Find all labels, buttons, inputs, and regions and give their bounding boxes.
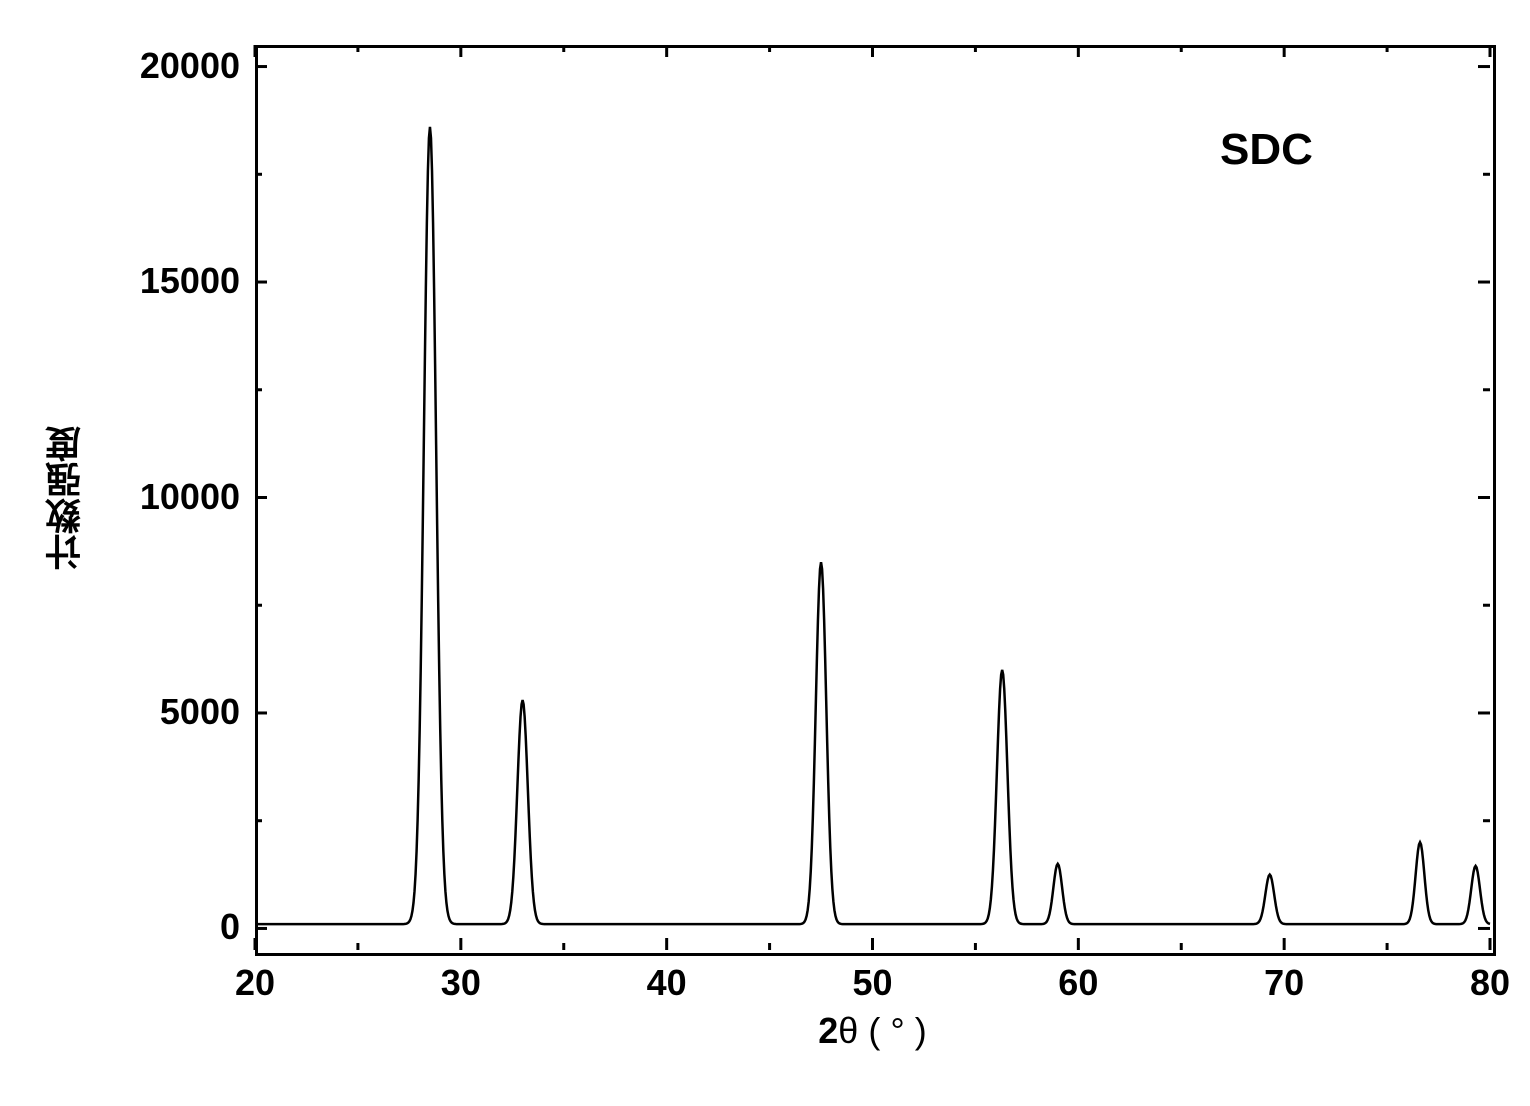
x-label-prefix: 2 — [818, 1010, 838, 1051]
y-tick-label: 0 — [80, 906, 240, 948]
x-tick-label: 80 — [1450, 962, 1530, 1004]
x-tick-label: 40 — [627, 962, 707, 1004]
x-label-suffix: ( ° ) — [858, 1010, 926, 1051]
x-tick-label: 70 — [1244, 962, 1324, 1004]
x-axis-label: 2θ ( ° ) — [773, 1010, 973, 1052]
chart-annotation: SDC — [1220, 125, 1313, 175]
x-tick-label: 30 — [421, 962, 501, 1004]
y-tick-label: 20000 — [80, 45, 240, 87]
x-label-greek: θ — [838, 1010, 858, 1051]
xrd-chart: 计数强度 2θ ( ° ) SDC 0500010000150002000020… — [20, 20, 1510, 1086]
y-tick-label: 10000 — [80, 476, 240, 518]
x-tick-label: 60 — [1038, 962, 1118, 1004]
x-tick-label: 20 — [215, 962, 295, 1004]
chart-svg — [20, 20, 1530, 1100]
y-tick-label: 5000 — [80, 691, 240, 733]
x-tick-label: 50 — [833, 962, 913, 1004]
y-tick-label: 15000 — [80, 260, 240, 302]
